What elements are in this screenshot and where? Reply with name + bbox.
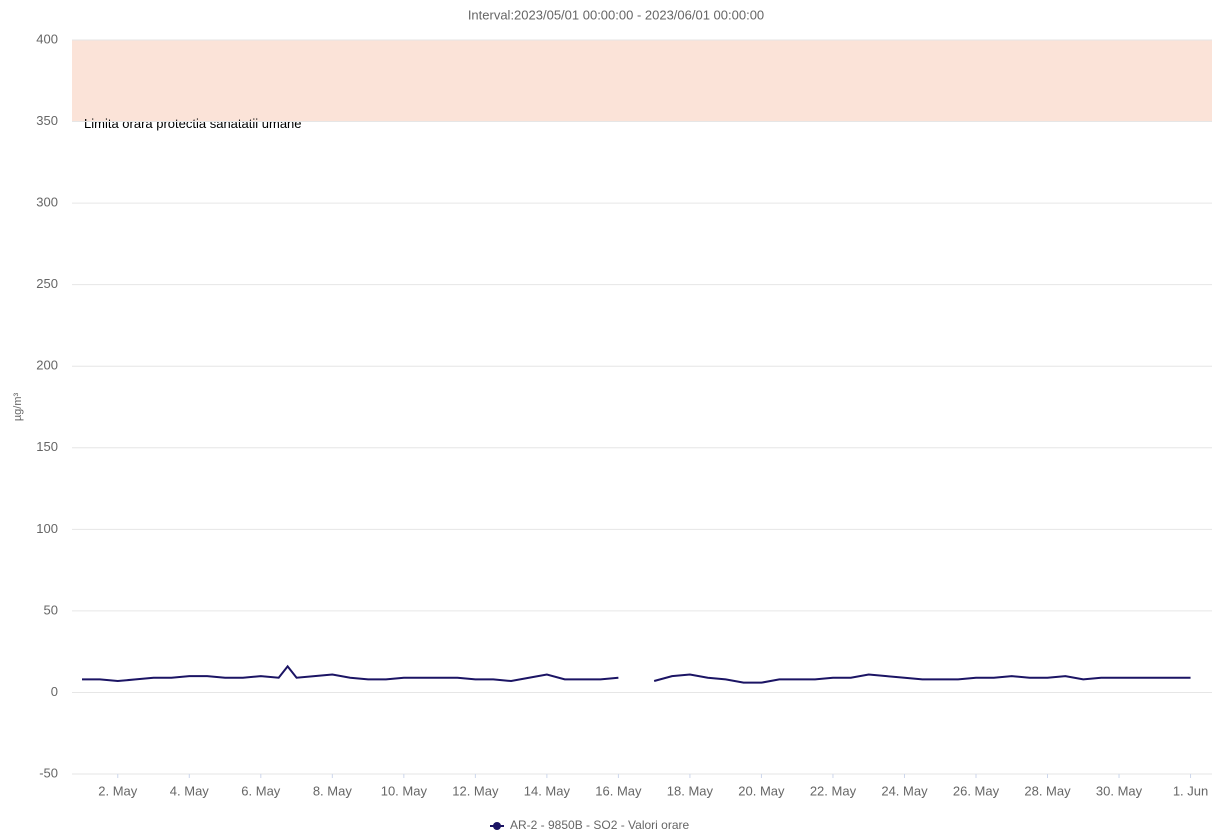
plot-band xyxy=(72,40,1212,122)
y-tick-label: 300 xyxy=(36,195,58,210)
x-tick-label: 2. May xyxy=(98,783,138,798)
y-tick-label: -50 xyxy=(39,765,58,780)
x-tick-label: 24. May xyxy=(881,783,928,798)
y-tick-label: 150 xyxy=(36,439,58,454)
x-tick-label: 8. May xyxy=(313,783,353,798)
x-tick-label: 30. May xyxy=(1096,783,1143,798)
y-axis-label: µg/m³ xyxy=(12,392,24,421)
x-tick-label: 6. May xyxy=(241,783,281,798)
legend-label: AR-2 - 9850B - SO2 - Valori orare xyxy=(510,818,690,832)
x-tick-label: 12. May xyxy=(452,783,499,798)
x-tick-label: 1. Jun xyxy=(1173,783,1208,798)
plot-band-label: Limita orara protectia sanatatii umane xyxy=(84,116,302,131)
x-tick-label: 28. May xyxy=(1024,783,1071,798)
x-tick-label: 10. May xyxy=(381,783,428,798)
x-tick-label: 20. May xyxy=(738,783,785,798)
y-tick-label: 50 xyxy=(44,602,58,617)
series-line xyxy=(82,664,1191,684)
x-tick-label: 26. May xyxy=(953,783,1000,798)
x-tick-label: 16. May xyxy=(595,783,642,798)
chart-title: Interval:2023/05/01 00:00:00 - 2023/06/0… xyxy=(468,7,764,22)
y-tick-label: 350 xyxy=(36,113,58,128)
y-tick-label: 100 xyxy=(36,521,58,536)
y-tick-label: 200 xyxy=(36,358,58,373)
y-tick-label: 250 xyxy=(36,276,58,291)
y-tick-label: 400 xyxy=(36,31,58,46)
legend-marker xyxy=(493,822,501,830)
x-tick-label: 14. May xyxy=(524,783,571,798)
x-tick-label: 4. May xyxy=(170,783,210,798)
x-tick-label: 18. May xyxy=(667,783,714,798)
x-tick-label: 22. May xyxy=(810,783,857,798)
y-tick-label: 0 xyxy=(51,684,58,699)
